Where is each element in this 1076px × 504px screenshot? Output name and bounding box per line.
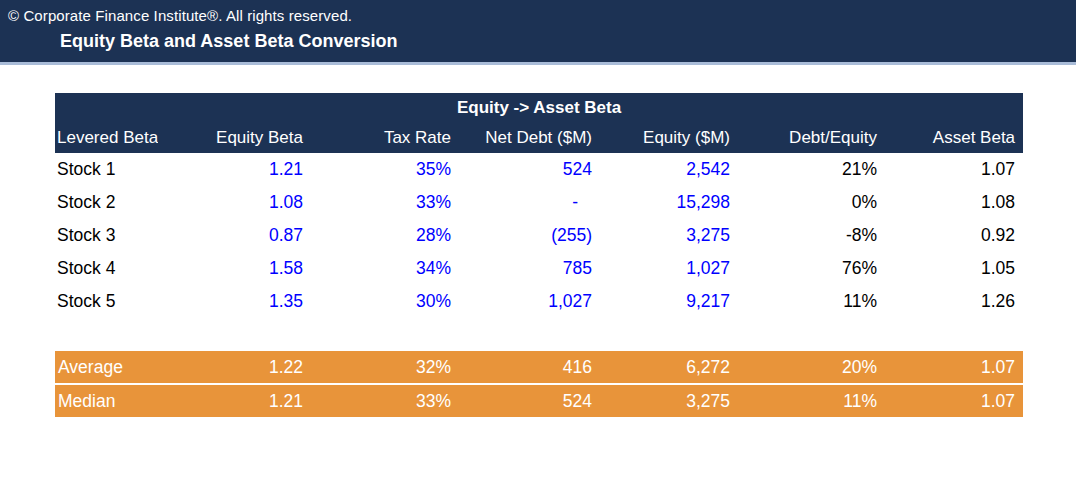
cell-tax-rate[interactable]: 30% [311,285,459,318]
copyright-text: © Corporate Finance Institute®. All righ… [0,0,1076,24]
cell-net-debt[interactable]: 416 [459,351,600,384]
cell-stock-label[interactable]: Stock 3 [55,219,165,252]
col-header-debt-equity[interactable]: Debt/Equity [738,123,885,153]
cell-equity[interactable]: 9,217 [600,285,738,318]
cell-net-debt[interactable]: 785 [459,252,600,285]
cell-asset-beta[interactable]: 1.26 [885,285,1023,318]
cell-net-debt[interactable]: 1,027 [459,285,600,318]
cell-tax-rate[interactable]: 35% [311,153,459,186]
table-row-stock-3: Stock 3 0.87 28% (255) 3,275 -8% 0.92 [55,219,1023,252]
beta-conversion-table: Equity -> Asset Beta Levered Beta Equity… [55,93,1023,417]
cell-summary-label[interactable]: Median [55,384,165,417]
col-header-net-debt[interactable]: Net Debt ($M) [459,123,600,153]
col-header-equity-beta[interactable]: Equity Beta [165,123,311,153]
cell-debt-equity[interactable]: 20% [738,351,885,384]
cell-stock-label[interactable]: Stock 1 [55,153,165,186]
cell-tax-rate[interactable]: 32% [311,351,459,384]
cell-net-debt[interactable]: - [459,186,600,219]
cell-debt-equity[interactable]: 21% [738,153,885,186]
cell-debt-equity[interactable]: 11% [738,285,885,318]
table-row-stock-2: Stock 2 1.08 33% - 15,298 0% 1.08 [55,186,1023,219]
cell-asset-beta[interactable]: 1.05 [885,252,1023,285]
cell-debt-equity[interactable]: -8% [738,219,885,252]
cell-stock-label[interactable]: Stock 4 [55,252,165,285]
cell-equity[interactable]: 3,275 [600,219,738,252]
cell-tax-rate[interactable]: 28% [311,219,459,252]
cell-equity[interactable]: 6,272 [600,351,738,384]
cell-stock-label[interactable]: Stock 2 [55,186,165,219]
table-row-stock-5: Stock 5 1.35 30% 1,027 9,217 11% 1.26 [55,285,1023,318]
cell-net-debt[interactable]: 524 [459,384,600,417]
cell-asset-beta[interactable]: 1.07 [885,351,1023,384]
cell-net-debt[interactable]: 524 [459,153,600,186]
cell-equity-beta[interactable]: 1.58 [165,252,311,285]
col-header-tax-rate[interactable]: Tax Rate [311,123,459,153]
cell-equity[interactable]: 2,542 [600,153,738,186]
cell-debt-equity[interactable]: 0% [738,186,885,219]
cell-summary-label[interactable]: Average [55,351,165,384]
cell-equity-beta[interactable]: 1.35 [165,285,311,318]
top-banner: © Corporate Finance Institute®. All righ… [0,0,1076,65]
cell-asset-beta[interactable]: 1.07 [885,384,1023,417]
cell-equity[interactable]: 15,298 [600,186,738,219]
cell-equity[interactable]: 1,027 [600,252,738,285]
cell-equity-beta[interactable]: 1.21 [165,384,311,417]
cell-net-debt[interactable]: (255) [459,219,600,252]
cell-debt-equity[interactable]: 76% [738,252,885,285]
table-row-stock-1: Stock 1 1.21 35% 524 2,542 21% 1.07 [55,153,1023,186]
table-row-stock-4: Stock 4 1.58 34% 785 1,027 76% 1.05 [55,252,1023,285]
col-header-levered-beta[interactable]: Levered Beta [55,123,165,153]
table-title[interactable]: Equity -> Asset Beta [55,93,1023,123]
cell-equity-beta[interactable]: 0.87 [165,219,311,252]
column-header-row: Levered Beta Equity Beta Tax Rate Net De… [55,123,1023,153]
cell-asset-beta[interactable]: 1.08 [885,186,1023,219]
cell-equity-beta[interactable]: 1.22 [165,351,311,384]
cell-equity-beta[interactable]: 1.21 [165,153,311,186]
cell-tax-rate[interactable]: 33% [311,186,459,219]
page-title: Equity Beta and Asset Beta Conversion [0,24,1076,52]
cell-tax-rate[interactable]: 33% [311,384,459,417]
table-row-median: Median 1.21 33% 524 3,275 11% 1.07 [55,384,1023,417]
cell-stock-label[interactable]: Stock 5 [55,285,165,318]
table-row-average: Average 1.22 32% 416 6,272 20% 1.07 [55,351,1023,384]
cell-debt-equity[interactable]: 11% [738,384,885,417]
cell-equity[interactable]: 3,275 [600,384,738,417]
spacer-row [55,318,1023,351]
cell-asset-beta[interactable]: 0.92 [885,219,1023,252]
col-header-asset-beta[interactable]: Asset Beta [885,123,1023,153]
col-header-equity[interactable]: Equity ($M) [600,123,738,153]
cell-tax-rate[interactable]: 34% [311,252,459,285]
cell-asset-beta[interactable]: 1.07 [885,153,1023,186]
cell-equity-beta[interactable]: 1.08 [165,186,311,219]
